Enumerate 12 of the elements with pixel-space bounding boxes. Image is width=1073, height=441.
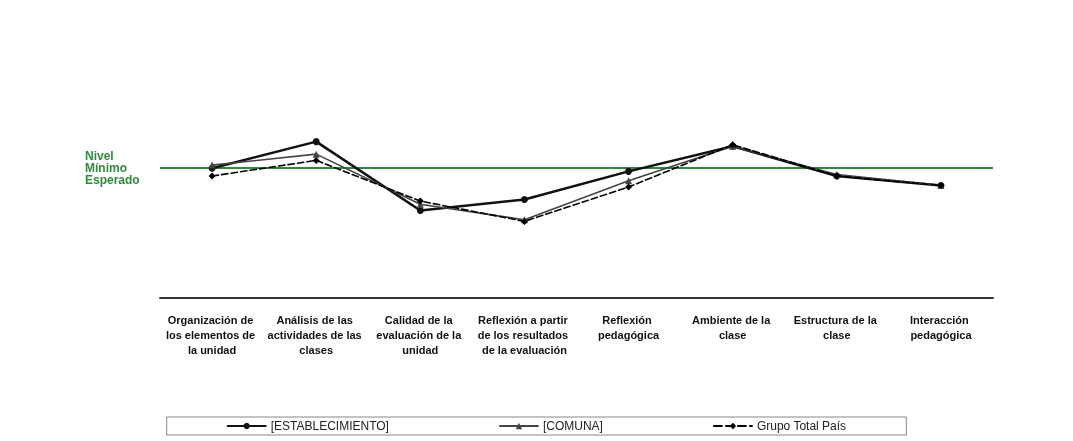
- x-tick-label: Estructura de la clase: [793, 313, 880, 341]
- x-tick-label: Reflexión a partir de los resultados de la evaluación: [477, 313, 572, 356]
- x-tick-label: Interacción pedagógica: [910, 313, 973, 341]
- ref-line-label: Nivel Mínimo Esperado: [85, 149, 140, 188]
- legend-label: Grupo Total País: [756, 419, 847, 433]
- x-tick-label: Reflexión pedagógica: [598, 313, 661, 341]
- legend-label: [COMUNA]: [542, 419, 603, 433]
- x-tick-label: Calidad de la evaluación de la unidad: [376, 313, 465, 356]
- legend-label: [ESTABLECIMIENTO]: [270, 419, 389, 433]
- x-tick-label: Ambiente de la clase: [692, 313, 774, 341]
- x-tick-label: Análisis de las actividades de las clases: [267, 313, 365, 356]
- x-tick-label: Organización de los elementos de la unidad: [165, 313, 259, 356]
